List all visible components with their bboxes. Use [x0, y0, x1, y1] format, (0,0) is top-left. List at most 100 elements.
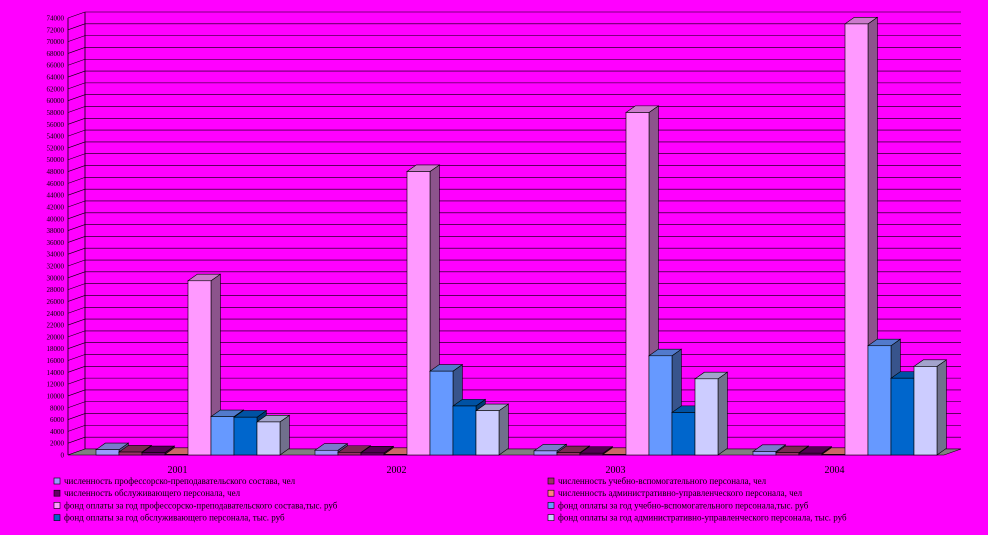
legend-item: численность административно-управленческ…: [547, 488, 803, 498]
y-tick-label: 70000: [47, 38, 65, 46]
y-tick-label: 18000: [47, 345, 65, 353]
grid-depth-line: [67, 188, 86, 196]
legend-swatch: [53, 477, 61, 485]
bar-front: [314, 449, 339, 456]
y-tick-label: 24000: [47, 310, 65, 318]
x-tick-label: 2001: [168, 465, 188, 476]
y-tick-label: 72000: [47, 26, 65, 34]
bar: [694, 371, 729, 456]
grid-depth-line: [67, 389, 86, 397]
bar: [256, 414, 291, 456]
y-tick-label: 62000: [47, 85, 65, 93]
bar-front: [775, 452, 800, 456]
grid-depth-line: [67, 295, 86, 302]
grid-depth-line: [67, 200, 86, 208]
bar-front: [337, 452, 362, 456]
bar-side: [717, 371, 728, 456]
bar-front: [579, 452, 604, 456]
bar-front: [95, 449, 120, 456]
y-tick-label: 46000: [47, 180, 65, 188]
y-tick-label: 0: [61, 452, 65, 460]
legend: численность профессорско-преподавательск…: [53, 476, 847, 523]
y-tick-label: 50000: [47, 156, 65, 164]
grid-depth-line: [67, 153, 86, 161]
bar-front: [821, 454, 846, 456]
grid-depth-line: [67, 354, 86, 361]
grid-depth-line: [67, 224, 86, 231]
y-tick-label: 36000: [47, 239, 65, 247]
y-tick-label: 8000: [50, 404, 65, 412]
y-tick-label: 32000: [47, 263, 65, 271]
chart-bars: [95, 16, 948, 456]
grid-depth-line: [67, 129, 86, 137]
bar-front: [210, 416, 235, 456]
bar-front: [844, 23, 869, 456]
bar-front: [164, 454, 189, 456]
legend-item: фонд оплаты за год административно-управ…: [547, 513, 847, 523]
bar-front: [118, 451, 143, 456]
legend-swatch: [547, 489, 555, 497]
legend-label: численность учебно-вспомогательного перс…: [558, 476, 767, 486]
bar: [579, 446, 614, 456]
bar-front: [533, 450, 558, 456]
grid-depth-line: [67, 247, 86, 255]
grid-depth-line: [67, 366, 86, 373]
bar-front: [383, 454, 408, 456]
grid-depth-line: [67, 94, 86, 101]
grid-depth-line: [67, 413, 86, 420]
grid-depth-line: [67, 401, 86, 409]
y-tick-label: 28000: [47, 286, 65, 294]
bar: [475, 403, 510, 456]
y-tick-label: 60000: [47, 97, 65, 105]
grid-depth-line: [67, 436, 86, 444]
bar-front: [256, 421, 281, 456]
bar-front: [233, 416, 258, 456]
y-tick-label: 14000: [47, 369, 65, 377]
bar-front: [429, 370, 454, 456]
bar-front: [452, 405, 477, 456]
legend-item: фонд оплаты за год профессорско-преподав…: [53, 500, 338, 510]
grid-depth-line: [67, 283, 86, 290]
bar-front: [602, 454, 627, 456]
grid-depth-line: [67, 259, 86, 267]
legend-label: фонд оплаты за год административно-управ…: [558, 513, 847, 523]
grid-depth-line: [67, 141, 86, 149]
bar-front: [798, 452, 823, 456]
y-axis-ticks: 0 2000 4000 6000 8000 10000 12000 14000 16000 180…: [47, 15, 65, 460]
legend-item: численность обслуживающего персонала, че…: [53, 488, 241, 498]
y-tick-label: 54000: [47, 133, 65, 141]
y-tick-label: 64000: [47, 74, 65, 82]
y-tick-label: 44000: [47, 192, 65, 200]
grid-depth-line: [67, 318, 86, 326]
y-tick-label: 2000: [50, 440, 65, 448]
legend-item: численность учебно-вспомогательного перс…: [547, 476, 767, 486]
grid-depth-line: [67, 330, 86, 338]
bar: [913, 359, 948, 456]
grid-depth-line: [67, 58, 86, 66]
legend-swatch: [53, 489, 61, 497]
legend-swatch: [547, 514, 555, 521]
grid-depth-line: [67, 106, 86, 113]
grid-depth-line: [67, 165, 86, 172]
bar: [187, 273, 222, 456]
bar-front: [913, 366, 938, 456]
bar-side: [936, 359, 947, 456]
grid-depth-line: [67, 23, 86, 31]
legend-swatch: [53, 502, 61, 509]
y-tick-label: 74000: [47, 15, 65, 23]
grid-depth-line: [67, 425, 86, 432]
grid-depth-line: [67, 118, 86, 125]
legend-label: численность административно-управленческ…: [558, 488, 803, 498]
legend-item: фонд оплаты за год обслуживающего персон…: [53, 513, 285, 523]
y-tick-label: 52000: [47, 144, 65, 152]
y-tick-label: 34000: [47, 251, 65, 259]
grid-depth-line: [67, 70, 86, 78]
bar-front: [360, 452, 385, 456]
grid-depth-line: [67, 236, 86, 243]
legend-label: фонд оплаты за год учебно-вспомогательно…: [558, 500, 809, 510]
y-tick-label: 58000: [47, 109, 65, 117]
grid-depth-line: [67, 377, 86, 385]
bar-front: [867, 345, 892, 456]
y-tick-label: 56000: [47, 121, 65, 129]
chart-grid: [67, 11, 962, 456]
